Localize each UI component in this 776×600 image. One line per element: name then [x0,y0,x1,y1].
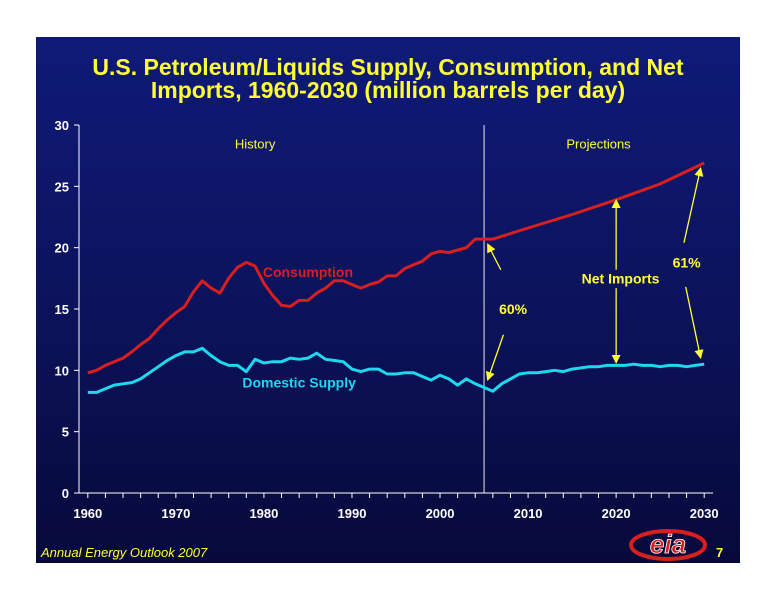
y-tick-label: 15 [55,302,69,317]
x-tick-label: 1990 [338,506,367,521]
series-label-domestic-supply: Domestic Supply [242,375,356,391]
annotation-label: 60% [499,301,528,317]
chart-series [87,161,705,394]
chart-labels: History Projections Consumption Domestic Su… [235,136,701,390]
chart-arrows [485,167,704,382]
region-label: Projections [566,136,631,151]
chart-axes: 0 5 10 15 20 25 30 1960 1970 1980 1990 2000 2010 2020… [55,118,719,521]
annotation-label: 61% [673,254,702,270]
x-tick-label: 2030 [690,506,719,521]
series-line-domestic-supply [87,346,705,394]
x-tick-label: 2020 [602,506,631,521]
chart-title-line-1: U.S. Petroleum/Liquids Supply, Consumpti… [92,54,684,80]
x-tick-label: 2000 [426,506,455,521]
y-tick-label: 30 [55,118,69,133]
eia-logo-ring [629,529,707,561]
chart-title-line-2: Imports, 1960-2030 (million barrels per … [150,77,626,103]
x-tick-label: 1980 [249,506,278,521]
x-tick-label: 1970 [161,506,190,521]
series-label-consumption: Consumption [263,264,353,280]
x-tick-label: 1960 [73,506,102,521]
y-tick-label: 0 [62,486,69,501]
annotation-arrow [486,243,502,271]
slide-background [36,37,740,563]
annotation-arrow [683,167,704,243]
x-tick-label: 2010 [514,506,543,521]
y-tick-label: 5 [62,425,69,440]
y-tick-label: 20 [55,241,69,256]
annotation-arrow [685,286,704,359]
page-number: 7 [716,545,724,560]
series-line-consumption [87,161,705,375]
annotation-label: Net Imports [582,270,660,286]
region-label: History [235,136,276,151]
footer-text: Annual Energy Outlook 2007 [41,545,208,560]
eia-logo-text: eia [650,529,686,559]
y-tick-label: 25 [55,179,69,194]
annotation-arrow [485,334,505,382]
eia-logo: eia [629,529,707,561]
y-tick-label: 10 [55,363,69,378]
